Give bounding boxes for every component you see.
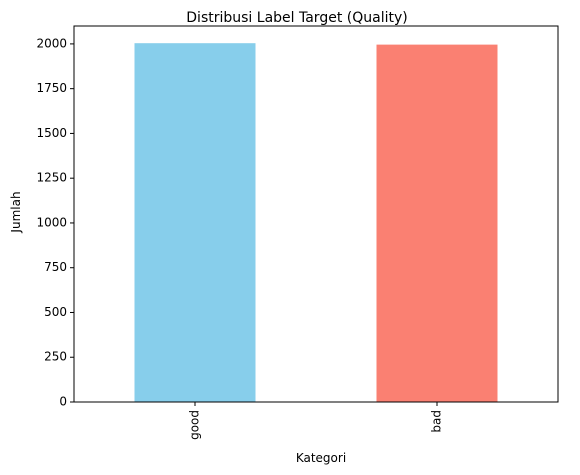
bar-bad	[377, 45, 498, 402]
x-tick-label: good	[188, 410, 202, 440]
x-tick-label: bad	[430, 410, 444, 433]
y-tick-label: 500	[44, 305, 67, 319]
bars-group	[135, 43, 498, 402]
y-axis-title: Jumlah	[9, 191, 23, 233]
x-axis-ticks: good bad	[188, 402, 444, 440]
x-axis-title: Kategori	[296, 451, 346, 465]
y-tick-label: 2000	[36, 36, 67, 50]
y-tick-label: 750	[44, 260, 67, 274]
y-tick-label: 1000	[36, 215, 67, 229]
y-tick-label: 250	[44, 350, 67, 364]
bar-good	[135, 43, 256, 402]
y-tick-label: 1500	[36, 126, 67, 140]
chart-title: Distribusi Label Target (Quality)	[186, 10, 407, 26]
y-tick-label: 0	[59, 395, 67, 409]
y-tick-label: 1250	[36, 171, 67, 185]
y-tick-label: 1750	[36, 81, 67, 95]
y-axis-ticks: 0 250 500 750 1000 1250 1500 1750 2000	[36, 36, 74, 408]
